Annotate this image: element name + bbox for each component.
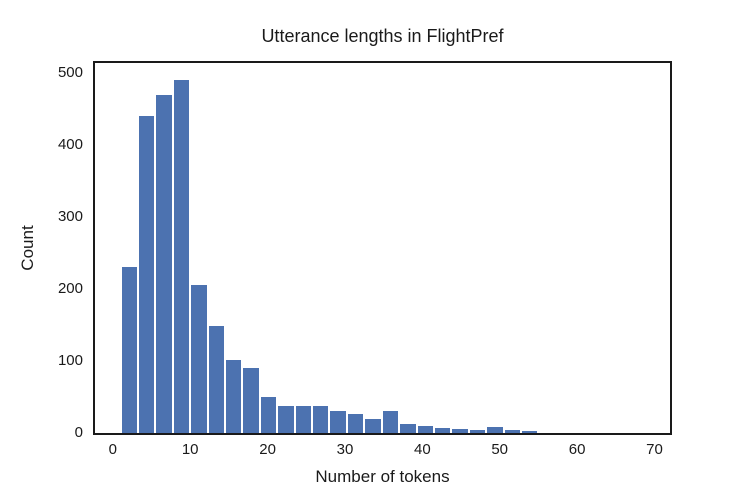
histogram-bar — [120, 267, 138, 433]
histogram-bar — [486, 427, 504, 433]
plot-area — [93, 61, 672, 435]
y-tick-label: 400 — [57, 136, 83, 154]
x-tick-label: 20 — [259, 441, 276, 458]
histogram-bar — [294, 405, 313, 433]
histogram-bar — [312, 405, 330, 433]
x-tick-label: 30 — [336, 441, 354, 458]
y-tick-label: 500 — [57, 64, 83, 82]
histogram-bar — [277, 405, 295, 433]
histogram-bar — [521, 430, 539, 433]
y-axis-label: Count — [18, 225, 37, 271]
histogram-bar — [381, 410, 400, 433]
histogram-bar — [416, 425, 434, 433]
x-tick-label: 10 — [181, 441, 199, 458]
histogram-bar — [346, 414, 365, 433]
x-tick-label: 70 — [646, 441, 663, 458]
histogram-bar — [329, 410, 347, 433]
histogram-bar — [137, 116, 156, 433]
histogram-bar — [364, 418, 382, 433]
bars-layer — [95, 63, 670, 433]
y-tick-label: 0 — [74, 424, 83, 441]
histogram-bar — [503, 430, 522, 433]
histogram-bar — [225, 359, 243, 433]
x-tick-label: 50 — [491, 441, 509, 458]
histogram-bar — [468, 430, 487, 433]
histogram-bar — [207, 326, 225, 433]
histogram-bar — [451, 428, 469, 433]
x-tick-label: 0 — [108, 441, 117, 458]
histogram-bar — [172, 80, 191, 433]
x-tick-label: 60 — [568, 441, 586, 458]
histogram-bar — [433, 427, 452, 433]
y-tick-label: 100 — [57, 352, 83, 369]
x-tick-label: 40 — [414, 441, 431, 458]
y-tick-label: 300 — [57, 208, 83, 225]
histogram-bar — [190, 285, 208, 433]
chart-title: Utterance lengths in FlightPref — [261, 26, 504, 46]
histogram-bar — [399, 423, 417, 433]
y-tick-label: 200 — [57, 280, 83, 297]
histogram-bar — [259, 397, 278, 433]
x-axis-label: Number of tokens — [315, 467, 450, 486]
histogram-bar — [242, 368, 260, 433]
histogram-bar — [155, 94, 173, 433]
